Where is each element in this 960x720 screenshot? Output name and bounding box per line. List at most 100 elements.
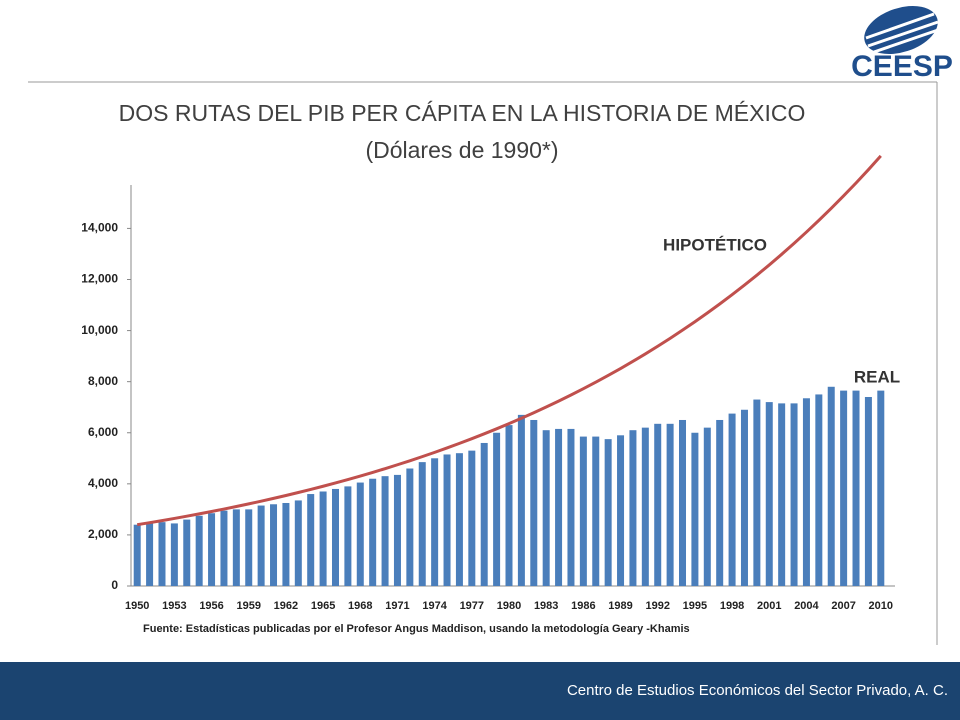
plot: 0 2,000 4,000 6,000 8,000 10,000 12,000 14,000 1… [81, 154, 900, 612]
bar [617, 435, 625, 586]
bar [220, 510, 228, 586]
bar [195, 515, 203, 586]
logo: CEESP [851, 6, 953, 83]
y-tick-label: 8,000 [88, 374, 118, 388]
bar [703, 427, 711, 586]
x-tick-label: 1953 [162, 600, 186, 612]
x-tick-label: 1950 [125, 600, 149, 612]
y-tick-label: 14,000 [81, 221, 118, 235]
bar [802, 398, 810, 586]
bar [716, 419, 724, 586]
bar [133, 524, 141, 586]
bar [344, 486, 352, 586]
x-tick-label: 1977 [460, 600, 484, 612]
bar [641, 427, 649, 586]
bar [257, 505, 265, 586]
x-tick-label: 1959 [236, 600, 260, 612]
bar [331, 488, 339, 586]
x-tick-label: 1986 [571, 600, 595, 612]
bar [443, 454, 451, 586]
x-tick-label: 1992 [645, 600, 669, 612]
bar [778, 403, 786, 586]
y-tick-label: 4,000 [88, 476, 118, 490]
series-label: HIPOTÉTICO [663, 235, 767, 254]
footer-text: Centro de Estudios Económicos del Sector… [567, 682, 948, 699]
bar [294, 500, 302, 586]
x-tick-label: 2004 [794, 600, 819, 612]
bar [517, 414, 525, 586]
bar [245, 509, 253, 586]
bar [654, 423, 662, 586]
bar [232, 509, 240, 586]
logo-stripes [865, 12, 939, 54]
bar [555, 428, 563, 586]
bar [666, 423, 674, 586]
x-tick-label: 1998 [720, 600, 744, 612]
y-tick-label: 0 [111, 578, 118, 592]
bar [790, 403, 798, 586]
footer-bar [0, 662, 960, 720]
bar [208, 513, 216, 586]
bar [431, 458, 439, 586]
bar [406, 468, 414, 586]
bar [480, 442, 488, 586]
y-tick-label: 2,000 [88, 527, 118, 541]
x-tick-label: 2007 [831, 600, 855, 612]
bar [728, 413, 736, 586]
bar [827, 386, 835, 586]
x-tick-label: 1974 [422, 600, 447, 612]
source-note: Fuente: Estadísticas publicadas por el P… [143, 623, 690, 635]
x-tick-label: 1989 [608, 600, 632, 612]
bar [815, 394, 823, 586]
chart-subtitle: (Dólares de 1990*) [365, 137, 558, 163]
bar [579, 436, 587, 586]
chart-title: DOS RUTAS DEL PIB PER CÁPITA EN LA HISTO… [119, 100, 806, 126]
x-tick-label: 1995 [683, 600, 707, 612]
bar [505, 425, 513, 586]
x-tick-label: 1971 [385, 600, 409, 612]
bar [146, 523, 154, 586]
bar [679, 419, 687, 586]
bar [877, 390, 885, 586]
bar [319, 491, 327, 586]
bar [381, 476, 389, 586]
bar [307, 494, 315, 586]
bar [629, 430, 637, 586]
bar [740, 409, 748, 586]
series-label: REAL [854, 367, 900, 386]
logo-text: CEESP [851, 50, 953, 83]
bar [691, 432, 699, 586]
x-tick-label: 2010 [869, 600, 893, 612]
bar [604, 439, 612, 586]
bar [282, 502, 290, 586]
bar [418, 462, 426, 586]
x-tick-label: 1965 [311, 600, 335, 612]
bar [369, 478, 377, 586]
bar [455, 453, 463, 586]
x-tick-label: 1962 [274, 600, 298, 612]
x-tick-label: 1980 [497, 600, 521, 612]
bar [765, 402, 773, 586]
bar [753, 399, 761, 586]
line [136, 154, 882, 527]
bar [852, 390, 860, 586]
bar [270, 504, 278, 586]
bar [158, 522, 166, 586]
x-tick-label: 1956 [199, 600, 223, 612]
bar [183, 519, 191, 586]
y-tick-label: 12,000 [81, 272, 118, 286]
bar [542, 430, 550, 586]
bar [356, 482, 364, 586]
bar [170, 523, 178, 586]
x-tick-label: 2001 [757, 600, 781, 612]
y-tick-label: 10,000 [81, 323, 118, 337]
y-tick-label: 6,000 [88, 425, 118, 439]
x-tick-label: 1983 [534, 600, 558, 612]
bar [493, 432, 501, 586]
bar [567, 428, 575, 586]
bar [530, 419, 538, 586]
bar [468, 450, 476, 586]
bar [592, 436, 600, 586]
bar [864, 396, 872, 586]
